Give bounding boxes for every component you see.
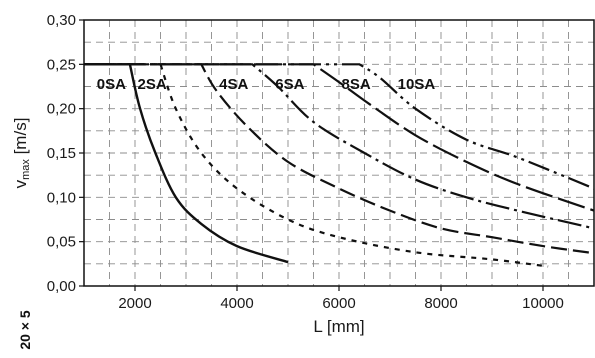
y-axis-title: vmax [m/s]: [11, 118, 32, 189]
series-label-0sa: 0SA: [97, 76, 126, 93]
y-tick-label: 0,20: [47, 101, 76, 118]
y-tick-label: 0,10: [47, 189, 76, 206]
x-tick-label: 8000: [424, 295, 457, 312]
y-tick-label: 0,00: [47, 278, 76, 295]
y-axis-title-sub: max: [20, 159, 32, 180]
y-tick-label: 0,25: [47, 56, 76, 73]
y-tick-label: 0,05: [47, 234, 76, 251]
series-label-4sa: 4SA: [219, 76, 248, 93]
series-label-10sa: 10SA: [398, 76, 436, 93]
series-line-8sa: [84, 63, 595, 212]
series-line-2sa: [84, 63, 549, 268]
series-labels: 0SA 2SA 4SA 6SA 8SA 10SA: [97, 76, 436, 93]
side-label: 20 × 5: [17, 310, 33, 350]
y-tick-label: 0,30: [47, 12, 76, 29]
y-tick-label: 0,15: [47, 145, 76, 162]
series-label-6sa: 6SA: [275, 76, 304, 93]
grid: [84, 20, 594, 286]
series-lines: [84, 63, 595, 268]
ticks: 2000 4000 6000 8000 10000 0,00 0,05 0,10 0,15 0,2…: [47, 12, 564, 312]
series-line-4sa: [84, 63, 595, 255]
y-axis-title-main: v: [11, 179, 30, 188]
y-axis-title-unit: [m/s]: [11, 118, 30, 160]
series-label-2sa: 2SA: [138, 76, 167, 93]
x-tick-label: 2000: [118, 295, 151, 312]
series-line-10sa: [84, 63, 595, 190]
series-label-8sa: 8SA: [342, 76, 371, 93]
x-tick-label: 4000: [220, 295, 253, 312]
x-axis-title: L [mm]: [313, 317, 364, 336]
series-line-6sa: [84, 63, 595, 230]
x-tick-label: 6000: [322, 295, 355, 312]
x-tick-label: 10000: [522, 295, 564, 312]
series-line-0sa: [84, 63, 289, 264]
